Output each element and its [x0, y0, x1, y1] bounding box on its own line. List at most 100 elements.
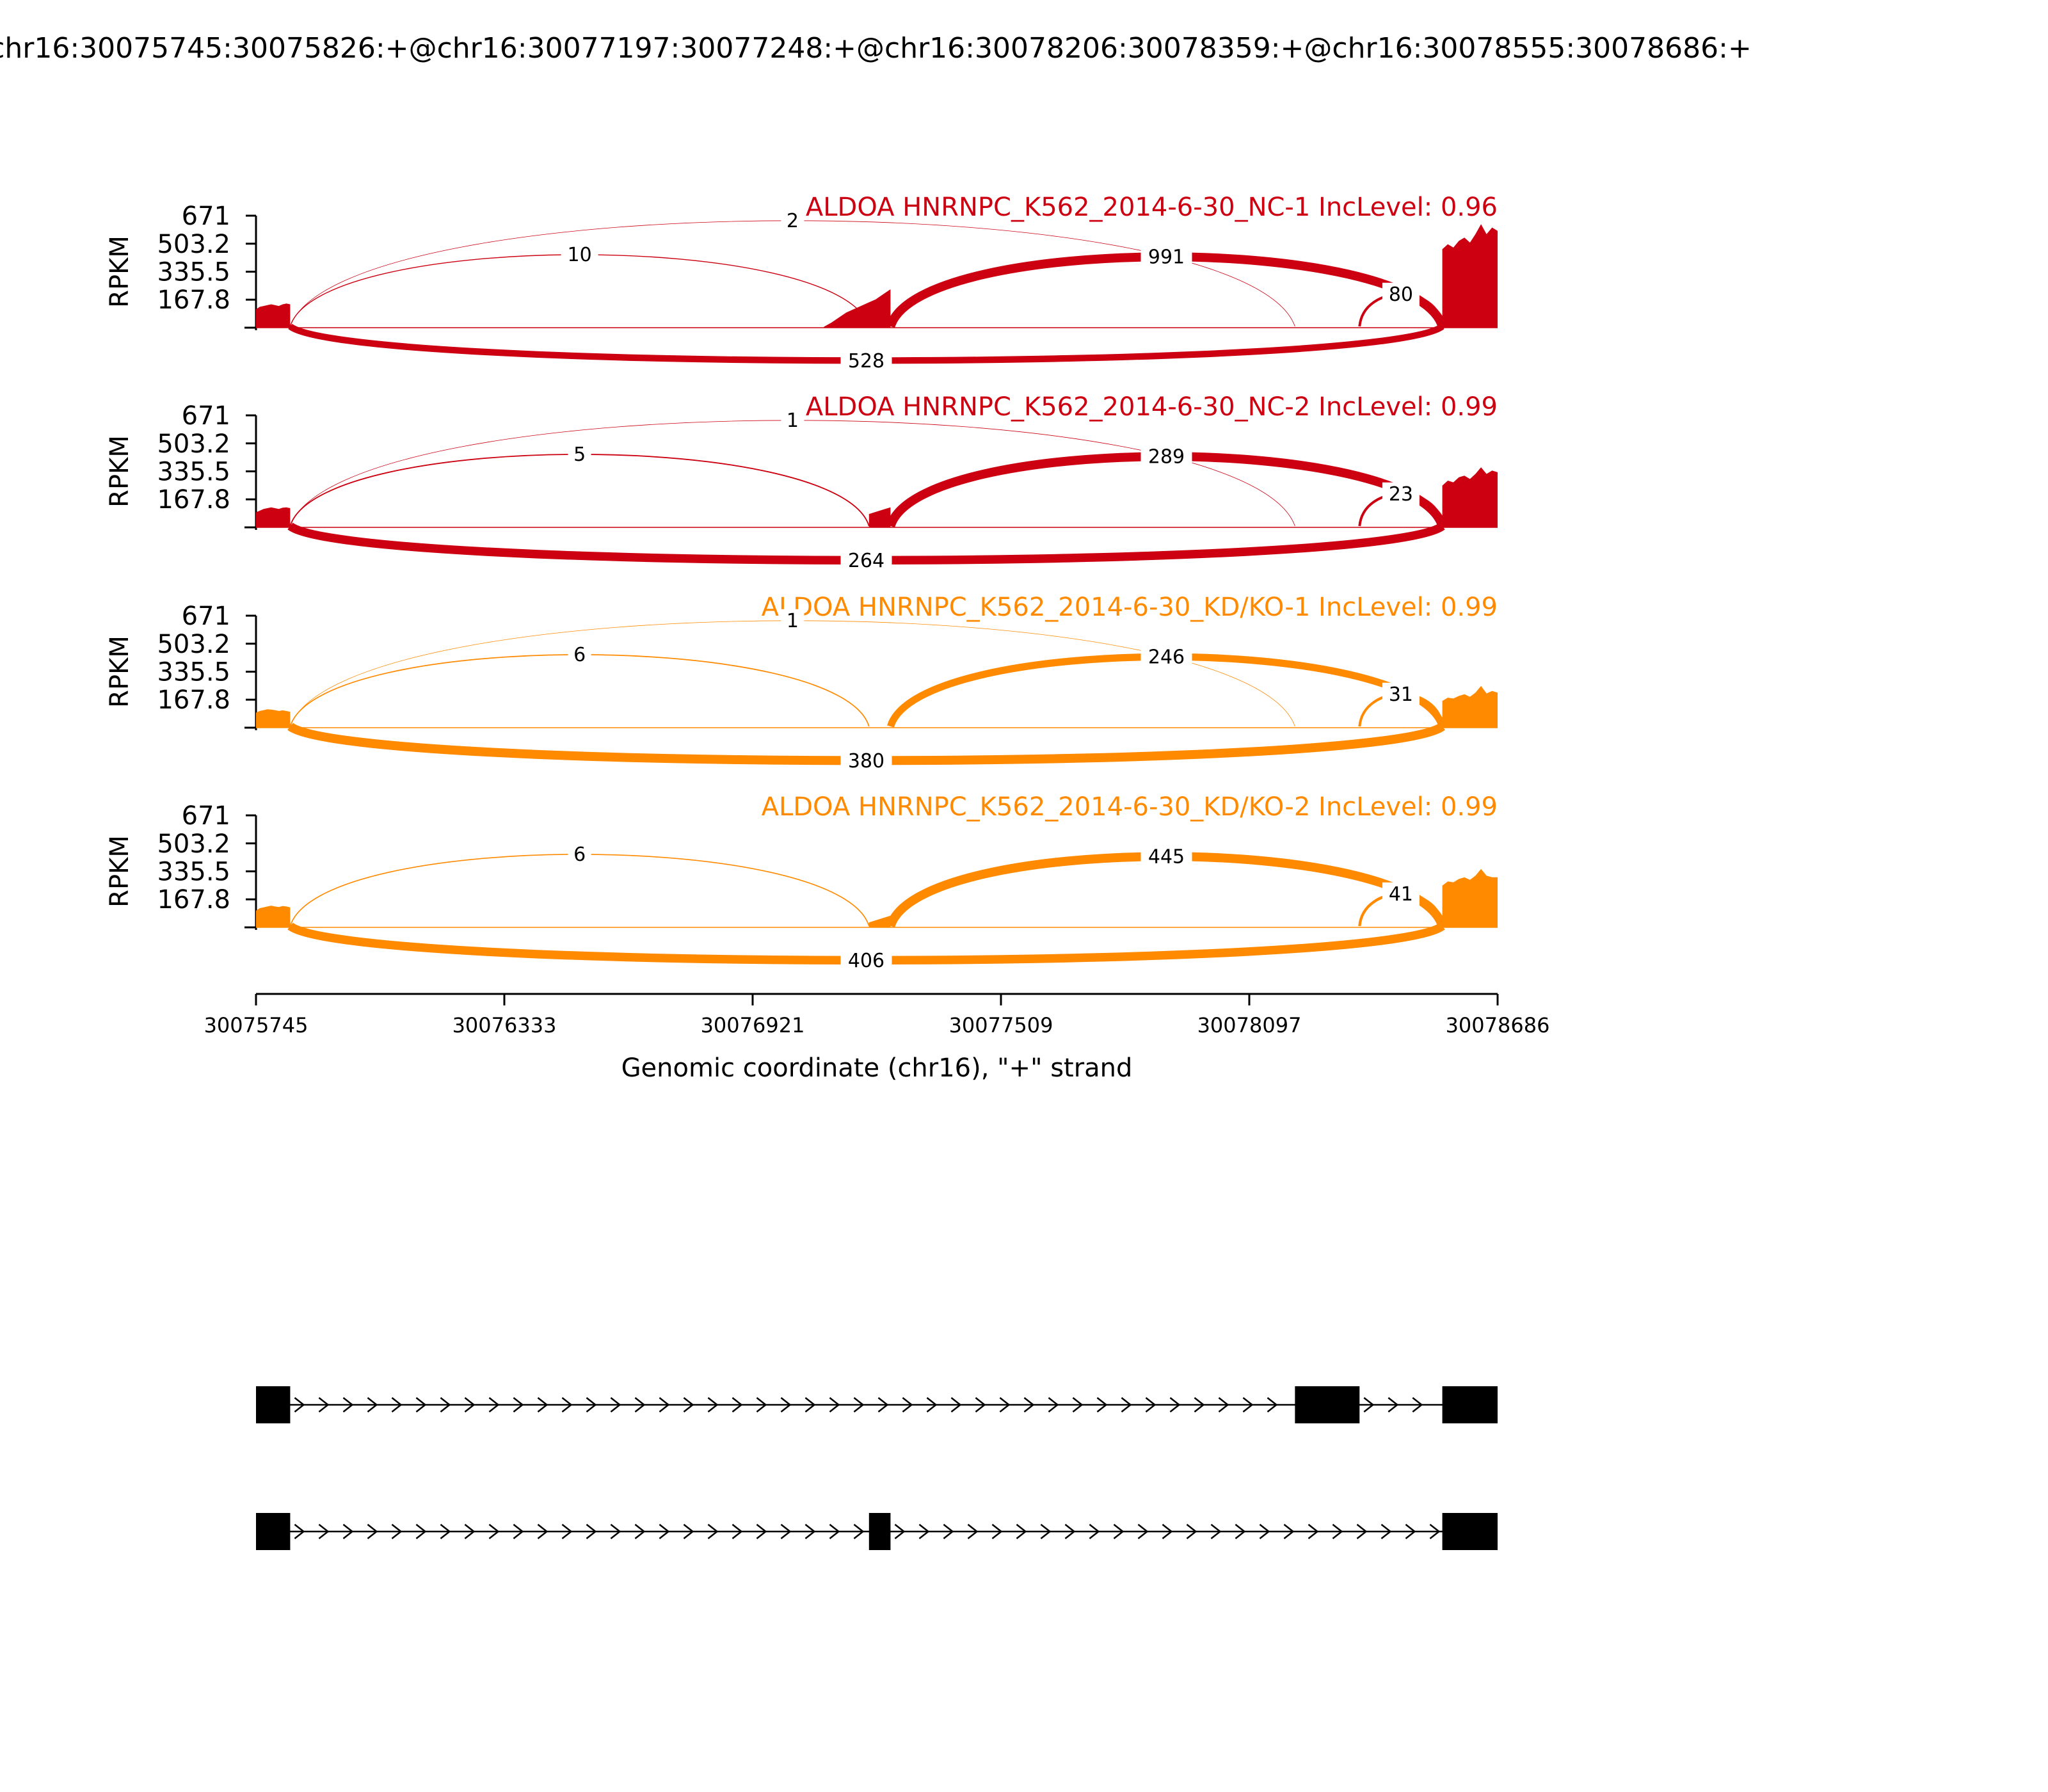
y-tick-label: 335.5 — [157, 858, 230, 887]
junction-count-label: 31 — [1389, 684, 1413, 706]
coverage-area-2 — [868, 915, 891, 927]
y-tick-label: 335.5 — [157, 458, 230, 487]
y-tick-label: 503.2 — [157, 829, 230, 859]
strand-chevron — [1023, 1397, 1035, 1412]
coverage-area-3 — [1442, 224, 1498, 328]
strand-chevron — [1405, 1524, 1416, 1539]
junction-label-background — [840, 948, 892, 972]
y-axis-label: RPKM — [105, 636, 134, 708]
junction-count-label: 6 — [573, 844, 586, 866]
strand-chevron — [1218, 1397, 1229, 1412]
strand-chevron — [756, 1397, 767, 1412]
strand-chevron — [707, 1524, 719, 1539]
junction-count-label: 6 — [573, 644, 586, 666]
x-tick-label: 30075745 — [204, 1013, 308, 1037]
strand-chevron — [756, 1524, 767, 1539]
coverage-area-1 — [256, 906, 291, 927]
junction-count-label: 380 — [848, 750, 884, 772]
junction-count-label: 289 — [1148, 445, 1185, 468]
strand-chevron — [926, 1397, 938, 1412]
strand-chevron — [1267, 1397, 1278, 1412]
strand-chevron — [1283, 1524, 1295, 1539]
strand-chevron — [561, 1397, 573, 1412]
strand-chevron — [1186, 1524, 1197, 1539]
strand-chevron — [464, 1524, 476, 1539]
y-tick-label: 671 — [182, 401, 230, 431]
strand-chevron — [780, 1397, 792, 1412]
junction-label-background — [840, 349, 892, 372]
strand-chevron — [561, 1524, 573, 1539]
strand-chevron — [586, 1397, 597, 1412]
y-axis-label: RPKM — [105, 435, 134, 508]
strand-chevron — [1332, 1524, 1343, 1539]
figure-title: chr16:30075745:30075826:+@chr16:30077197… — [0, 32, 1752, 65]
junction-count-label: 528 — [848, 350, 884, 372]
strand-chevron — [1194, 1397, 1205, 1412]
junction-label-background — [1382, 282, 1420, 306]
junction-label-background — [781, 209, 804, 232]
strand-chevron — [610, 1397, 621, 1412]
y-tick-label: 503.2 — [157, 429, 230, 459]
junction-label-background — [1382, 482, 1420, 506]
junction-count-label: 23 — [1389, 483, 1413, 506]
y-tick-label: 335.5 — [157, 658, 230, 687]
strand-chevron — [342, 1524, 354, 1539]
strand-chevron — [1169, 1397, 1181, 1412]
junction-arc — [290, 620, 1295, 727]
strand-chevron — [634, 1397, 646, 1412]
x-tick-label: 30076921 — [701, 1013, 805, 1037]
junction-count-label: 264 — [848, 550, 884, 572]
coverage-area-3 — [1442, 868, 1498, 927]
strand-chevron — [391, 1397, 403, 1412]
strand-chevron — [829, 1524, 840, 1539]
strand-chevron — [732, 1524, 743, 1539]
strand-chevron — [853, 1397, 865, 1412]
strand-chevron — [1064, 1524, 1076, 1539]
junction-label-background — [568, 442, 591, 466]
strand-chevron — [488, 1397, 500, 1412]
junction-label-background — [561, 243, 598, 266]
junction-label-background — [568, 842, 591, 866]
y-tick-label: 167.8 — [157, 285, 230, 315]
junction-label-background — [568, 643, 591, 666]
junction-count-label: 10 — [568, 244, 592, 266]
strand-chevron — [877, 1397, 889, 1412]
strand-chevron — [1259, 1524, 1270, 1539]
strand-chevron — [853, 1524, 865, 1539]
strand-chevron — [683, 1397, 694, 1412]
strand-chevron — [1308, 1524, 1319, 1539]
strand-chevron — [1235, 1524, 1246, 1539]
junction-label-background — [840, 749, 892, 772]
strand-chevron — [586, 1524, 597, 1539]
coverage-area-1 — [256, 507, 291, 527]
panel-title: ALDOA HNRNPC_K562_2014-6-30_NC-2 IncLeve… — [806, 392, 1498, 422]
strand-chevron — [732, 1397, 743, 1412]
junction-count-label: 445 — [1148, 845, 1185, 868]
panel-title: ALDOA HNRNPC_K562_2014-6-30_KD/KO-2 IncL… — [762, 792, 1498, 822]
strand-chevron — [975, 1397, 986, 1412]
strand-chevron — [943, 1524, 954, 1539]
isoform-track — [256, 1386, 1498, 1550]
strand-chevron — [894, 1524, 906, 1539]
junction-label-background — [1140, 845, 1192, 868]
strand-chevron — [1363, 1397, 1375, 1412]
strand-chevron — [918, 1524, 930, 1539]
strand-chevron — [415, 1397, 427, 1412]
exon-block — [256, 1386, 291, 1423]
strand-chevron — [1040, 1524, 1052, 1539]
isoform-2 — [256, 1513, 1498, 1550]
strand-chevron — [780, 1524, 792, 1539]
coverage-area-1 — [256, 303, 291, 328]
x-tick-label: 30078097 — [1197, 1013, 1302, 1037]
junction-arc — [290, 220, 1295, 327]
strand-chevron — [367, 1397, 378, 1412]
exon-block — [1295, 1386, 1360, 1423]
strand-chevron — [999, 1397, 1011, 1412]
strand-chevron — [1429, 1524, 1441, 1539]
junction-count-label: 1 — [787, 410, 799, 432]
y-tick-label: 671 — [182, 801, 230, 831]
